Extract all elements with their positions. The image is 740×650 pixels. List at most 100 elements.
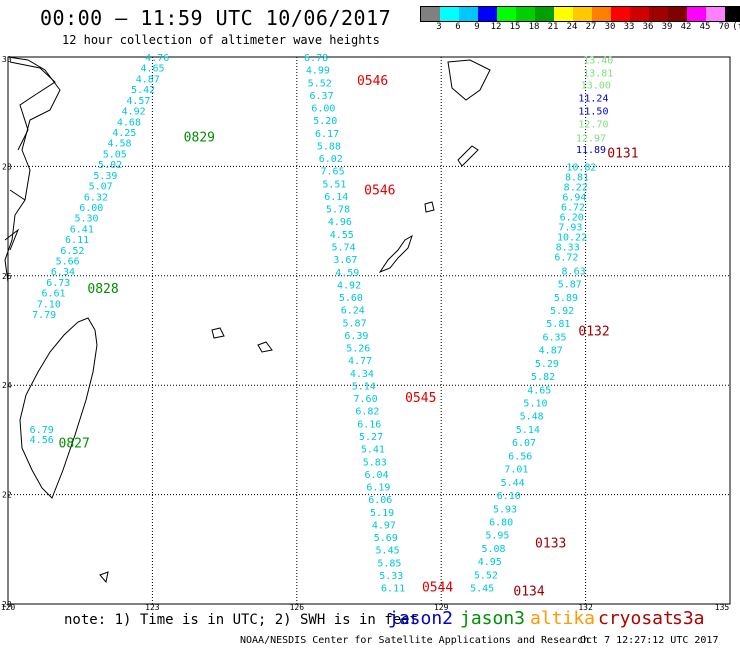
colorbar-label: 45 [699, 22, 711, 32]
pass-time-label: 0827 [59, 437, 90, 452]
colorbar-label: (ft) [732, 22, 740, 32]
wave-height-value: 6.16 [357, 419, 381, 430]
wave-height-value: 6.14 [324, 192, 348, 203]
graticule [8, 57, 730, 604]
wave-height-value: 10.22 [557, 233, 587, 244]
wave-height-value: 5.95 [485, 531, 509, 542]
colorbar-label: 21 [547, 22, 559, 32]
wave-height-value: 6.11 [65, 235, 89, 246]
pass-time-labels: 0546 0829 0131 0546 0828 0132 0545 0827 0133 0544… [59, 74, 639, 599]
wave-height-value: 5.07 [89, 182, 113, 193]
wave-height-value: 8.22 [564, 182, 588, 193]
wave-height-value: 4.77 [348, 356, 372, 367]
wave-height-value: 13.00 [581, 80, 611, 91]
island-east-b [211, 327, 225, 339]
wave-height-value: 6.56 [508, 451, 532, 462]
wave-height-value: 5.05 [103, 149, 127, 160]
wave-height-value: 6.72 [554, 253, 578, 264]
wave-height-value: 5.26 [346, 344, 370, 355]
kyushu-island [447, 59, 491, 101]
colorbar-swatch [725, 7, 740, 21]
wave-height-value: 6.07 [512, 438, 536, 449]
wave-height-value: 5.88 [317, 141, 341, 152]
wave-height-value: 6.00 [311, 104, 335, 115]
y-tick-label: 20 [2, 600, 12, 609]
wave-height-value: 7.01 [504, 465, 528, 476]
y-tick-label: 24 [2, 381, 12, 390]
wave-height-value: 4.56 [30, 435, 54, 446]
x-tick-label: 123 [145, 603, 160, 612]
wave-height-value: 12.97 [576, 133, 606, 144]
wave-height-value: 4.87 [136, 74, 160, 85]
wave-height-value: 10.82 [566, 162, 596, 173]
pass-time-label: 0546 [357, 74, 388, 89]
legend-entry-cryosat: cryosat [598, 608, 674, 629]
x-tick-label: 129 [434, 603, 449, 612]
wave-height-value: 5.52 [308, 78, 332, 89]
wave-height-value: 5.14 [516, 425, 540, 436]
wave-height-value: 5.42 [131, 85, 155, 96]
wave-height-value: 5.66 [56, 257, 80, 268]
legend-entry-jason2: jason2 [388, 608, 454, 629]
pass-time-label: 0546 [364, 183, 395, 198]
wave-height-value: 6.02 [319, 154, 343, 165]
colorbar-label: 30 [604, 22, 616, 32]
y-tick-label: 22 [2, 491, 12, 500]
wave-height-value: 8.33 [556, 243, 580, 254]
wave-height-value: 4.55 [330, 230, 354, 241]
wave-height-value: 6.19 [366, 483, 390, 494]
wave-height-value: 4.65 [527, 385, 551, 396]
wave-height-value: 5.45 [470, 584, 494, 595]
wave-height-value: 5.33 [379, 571, 403, 582]
colorbar-swatch [535, 7, 554, 21]
wave-height-value: 5.85 [377, 558, 401, 569]
wave-height-value: 4.65 [140, 64, 164, 75]
colorbar [420, 6, 740, 22]
wave-height-value: 5.45 [376, 546, 400, 557]
wave-height-value: 6.94 [562, 192, 586, 203]
wave-height-value: 6.82 [355, 407, 379, 418]
note-text: note: 1) Time is in UTC; 2) SWH is in fe… [64, 612, 419, 628]
wave-height-value: 6.17 [315, 129, 339, 140]
wave-height-value: 4.96 [328, 217, 352, 228]
footer-timestamp: Oct 7 12:27:12 UTC 2017 [580, 635, 719, 646]
wave-height-value: 5.87 [558, 280, 582, 291]
altimeter-tracks: 4.764.654.875.424.574.924.684.254.585.05… [30, 53, 597, 595]
wave-height-value: 6.78 [304, 53, 328, 64]
wave-height-value: 5.51 [322, 179, 346, 190]
wave-height-value: 5.44 [501, 478, 525, 489]
wave-height-value: 5.92 [550, 306, 574, 317]
colorbar-swatch [497, 7, 516, 21]
wave-height-value: 5.74 [332, 242, 356, 253]
wave-height-value: 5.69 [374, 533, 398, 544]
pass-time-label: 0133 [535, 537, 566, 552]
wave-height-value: 6.11 [381, 584, 405, 595]
colorbar-label: 27 [585, 22, 597, 32]
island-east-a [257, 341, 273, 353]
wave-height-value: 5.87 [343, 318, 367, 329]
colorbar-label: 24 [566, 22, 578, 32]
wave-height-value: 5.41 [361, 445, 385, 456]
wave-height-value: 5.60 [339, 293, 363, 304]
colorbar-swatch [478, 7, 497, 21]
wave-height-value: 6.00 [79, 203, 103, 214]
wave-height-value: 6.32 [84, 192, 108, 203]
legend-entry-jason3: jason3 [460, 608, 526, 629]
wave-height-value: 6.10 [497, 491, 521, 502]
colorbar-label: 36 [642, 22, 654, 32]
colorbar-label: 6 [455, 22, 461, 32]
colorbar-label: 15 [509, 22, 521, 32]
taiwan-island [19, 317, 98, 499]
wave-height-value: 5.10 [523, 399, 547, 410]
china-coastline [4, 56, 61, 283]
pass-time-label: 0132 [578, 325, 609, 340]
island-east-d [99, 571, 109, 584]
wave-height-value: 6.39 [344, 331, 368, 342]
colorbar-label: 9 [474, 22, 480, 32]
wave-height-value: 5.52 [474, 570, 498, 581]
pass-time-label: 0545 [405, 391, 436, 406]
wave-height-value: 6.41 [70, 224, 94, 235]
x-tick-label: 135 [715, 603, 730, 612]
